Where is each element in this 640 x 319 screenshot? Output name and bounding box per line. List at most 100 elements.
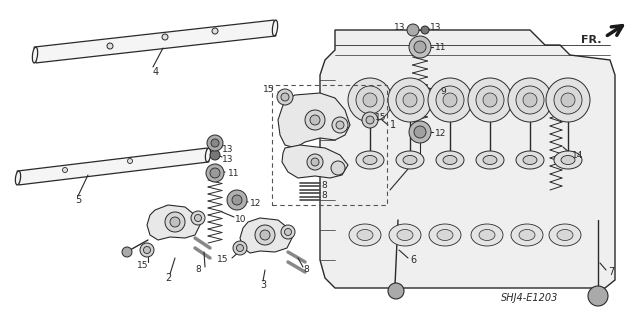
- Circle shape: [407, 24, 419, 36]
- Polygon shape: [147, 205, 200, 240]
- Ellipse shape: [561, 155, 575, 165]
- Ellipse shape: [479, 229, 495, 241]
- Ellipse shape: [443, 155, 457, 165]
- Text: 15: 15: [136, 261, 148, 270]
- Text: 13: 13: [222, 155, 234, 165]
- Circle shape: [233, 241, 247, 255]
- Text: 1: 1: [390, 120, 396, 130]
- Ellipse shape: [471, 224, 503, 246]
- Text: 11: 11: [435, 43, 447, 53]
- Polygon shape: [240, 218, 292, 253]
- Ellipse shape: [273, 20, 278, 36]
- Circle shape: [414, 41, 426, 53]
- Circle shape: [206, 164, 224, 182]
- Circle shape: [396, 86, 424, 114]
- Circle shape: [362, 112, 378, 128]
- Circle shape: [414, 126, 426, 138]
- Text: 4: 4: [153, 67, 159, 77]
- Ellipse shape: [33, 47, 38, 63]
- Text: 12: 12: [435, 129, 446, 137]
- Text: 15: 15: [216, 256, 228, 264]
- Circle shape: [388, 78, 432, 122]
- Circle shape: [212, 28, 218, 34]
- Ellipse shape: [554, 151, 582, 169]
- Circle shape: [307, 154, 323, 170]
- Text: 12: 12: [250, 198, 261, 207]
- Text: 5: 5: [75, 195, 81, 205]
- Circle shape: [143, 247, 150, 254]
- Text: 8: 8: [195, 265, 201, 275]
- Circle shape: [140, 243, 154, 257]
- Circle shape: [281, 93, 289, 101]
- Text: 7: 7: [608, 267, 614, 277]
- Polygon shape: [278, 93, 350, 148]
- Circle shape: [366, 116, 374, 124]
- Circle shape: [237, 244, 243, 251]
- Circle shape: [170, 217, 180, 227]
- Text: 11: 11: [228, 168, 239, 177]
- Ellipse shape: [389, 224, 421, 246]
- Circle shape: [336, 121, 344, 129]
- Circle shape: [588, 286, 608, 306]
- Circle shape: [554, 86, 582, 114]
- Text: SHJ4-E1203: SHJ4-E1203: [501, 293, 559, 303]
- Circle shape: [227, 190, 247, 210]
- Circle shape: [516, 86, 544, 114]
- Circle shape: [476, 86, 504, 114]
- Circle shape: [232, 195, 242, 205]
- Text: 3: 3: [260, 280, 266, 290]
- Text: 14: 14: [572, 151, 584, 160]
- Circle shape: [305, 110, 325, 130]
- Circle shape: [508, 78, 552, 122]
- Text: 8: 8: [321, 182, 327, 190]
- Ellipse shape: [437, 229, 453, 241]
- Circle shape: [191, 211, 205, 225]
- Ellipse shape: [356, 151, 384, 169]
- Ellipse shape: [349, 224, 381, 246]
- Ellipse shape: [523, 155, 537, 165]
- Ellipse shape: [357, 229, 373, 241]
- Text: 13: 13: [394, 23, 405, 32]
- Text: 8: 8: [303, 265, 308, 275]
- Ellipse shape: [483, 155, 497, 165]
- Ellipse shape: [516, 151, 544, 169]
- Circle shape: [523, 93, 537, 107]
- Ellipse shape: [396, 151, 424, 169]
- Text: 13: 13: [222, 145, 234, 154]
- Circle shape: [428, 78, 472, 122]
- Polygon shape: [282, 145, 348, 178]
- Text: 15: 15: [375, 114, 387, 122]
- Ellipse shape: [15, 171, 20, 185]
- Ellipse shape: [476, 151, 504, 169]
- Ellipse shape: [436, 151, 464, 169]
- Circle shape: [260, 230, 270, 240]
- Polygon shape: [17, 148, 209, 185]
- Circle shape: [281, 225, 295, 239]
- Text: 13: 13: [430, 23, 442, 32]
- Circle shape: [277, 89, 293, 105]
- Circle shape: [255, 225, 275, 245]
- Circle shape: [127, 159, 132, 164]
- Circle shape: [210, 150, 220, 160]
- Polygon shape: [34, 20, 276, 63]
- Circle shape: [443, 93, 457, 107]
- Circle shape: [421, 26, 429, 34]
- Circle shape: [210, 168, 220, 178]
- Text: 8: 8: [321, 191, 327, 201]
- Circle shape: [162, 34, 168, 40]
- Circle shape: [436, 86, 464, 114]
- Circle shape: [310, 115, 320, 125]
- Circle shape: [211, 139, 219, 147]
- Circle shape: [332, 117, 348, 133]
- Circle shape: [331, 161, 345, 175]
- Text: 2: 2: [165, 273, 172, 283]
- Ellipse shape: [519, 229, 535, 241]
- Circle shape: [356, 86, 384, 114]
- Text: 6: 6: [410, 255, 416, 265]
- Text: 9: 9: [440, 87, 445, 97]
- Circle shape: [207, 135, 223, 151]
- Circle shape: [107, 43, 113, 49]
- Ellipse shape: [557, 229, 573, 241]
- Ellipse shape: [363, 155, 377, 165]
- Circle shape: [285, 228, 291, 235]
